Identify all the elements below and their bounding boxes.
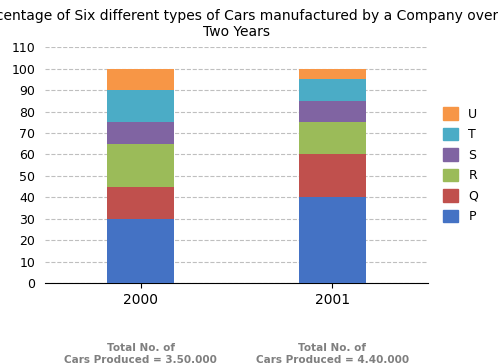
Bar	[299, 122, 366, 154]
Bar	[107, 90, 174, 122]
Bar	[107, 69, 174, 90]
Bar	[299, 197, 366, 283]
Bar	[107, 122, 174, 144]
Bar	[299, 69, 366, 79]
Bar	[299, 101, 366, 122]
Legend: U, T, S, R, Q, P: U, T, S, R, Q, P	[438, 102, 483, 228]
Bar	[107, 144, 174, 187]
Bar	[299, 79, 366, 101]
Bar	[107, 219, 174, 283]
Title: Percentage of Six different types of Cars manufactured by a Company over
Two Yea: Percentage of Six different types of Car…	[0, 9, 498, 39]
Bar	[107, 187, 174, 219]
Text: Total No. of
Cars Produced = 3,50,000: Total No. of Cars Produced = 3,50,000	[64, 343, 217, 363]
Bar	[299, 154, 366, 197]
Text: Total No. of
Cars Produced = 4,40,000: Total No. of Cars Produced = 4,40,000	[256, 343, 409, 363]
